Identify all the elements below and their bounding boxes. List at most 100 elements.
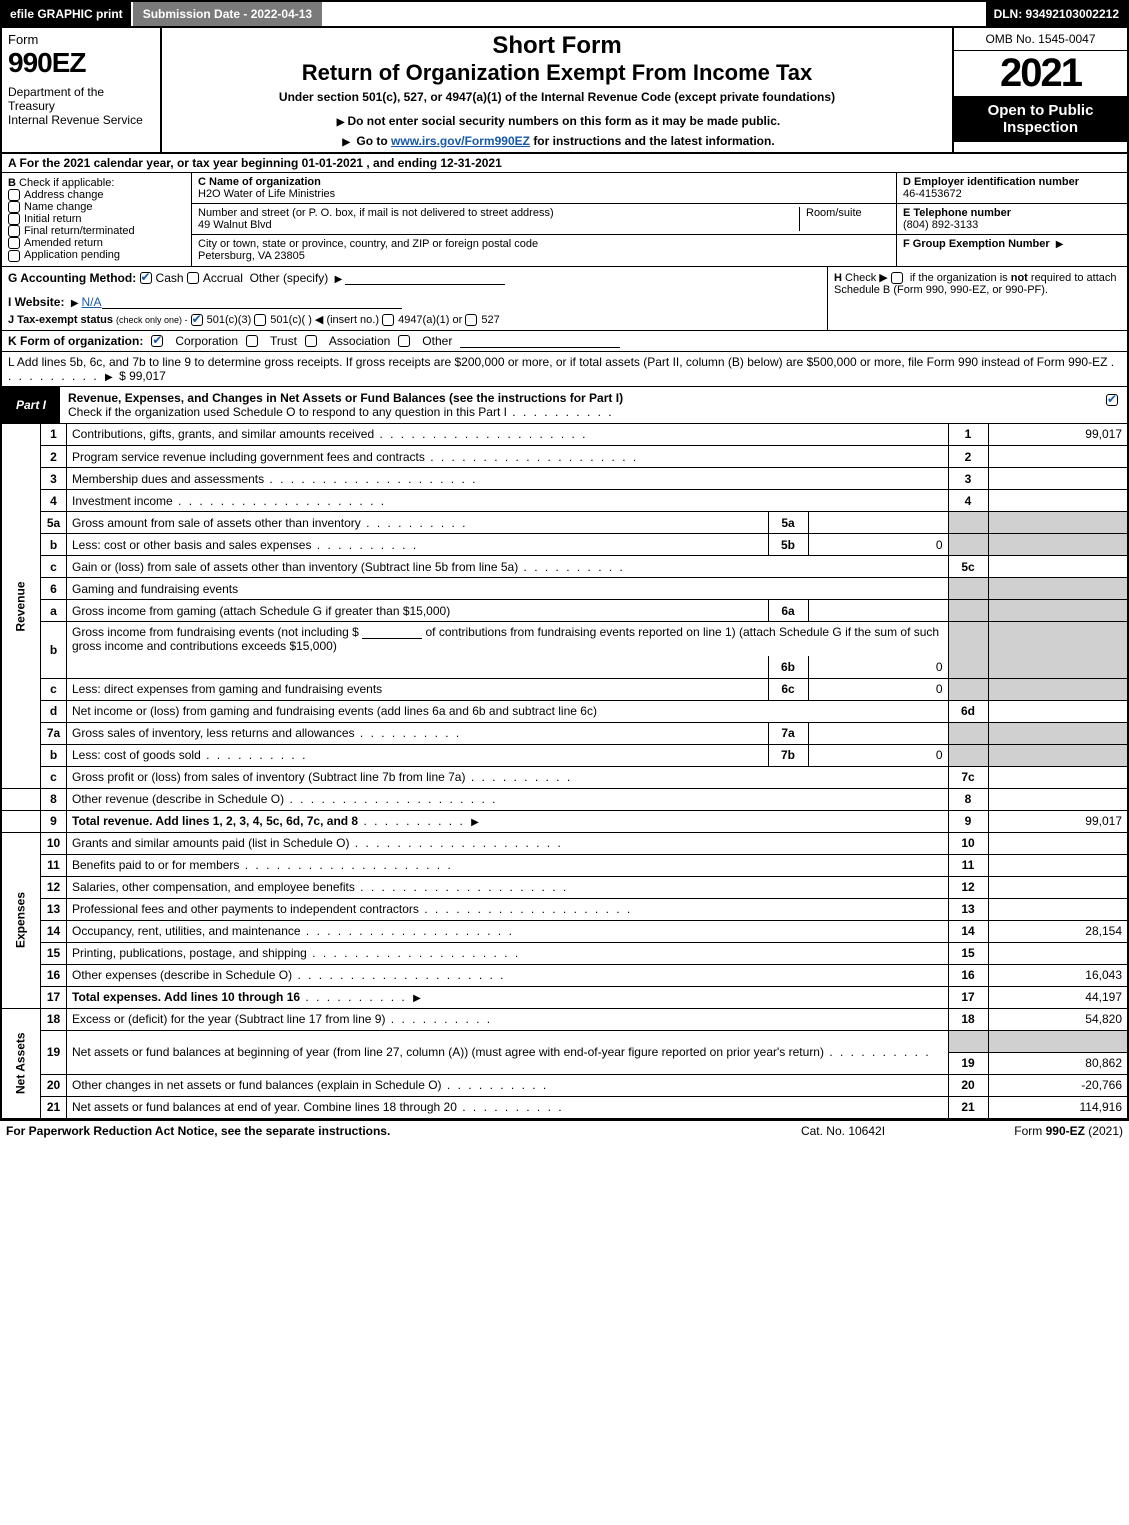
line-4-val xyxy=(988,490,1128,512)
application-pending-checkbox[interactable] xyxy=(8,250,20,262)
line-7a-mainln xyxy=(948,722,988,744)
line-7b-no: b xyxy=(41,744,67,766)
line-5a-desc: Gross amount from sale of assets other t… xyxy=(67,512,769,534)
city-value: Petersburg, VA 23805 xyxy=(198,250,305,262)
line-17-no: 17 xyxy=(41,986,67,1008)
line-20-val: -20,766 xyxy=(988,1074,1128,1096)
c-street-cell: Number and street (or P. O. box, if mail… xyxy=(192,204,896,235)
line-15-val xyxy=(988,942,1128,964)
line-6b-sub: 6b xyxy=(768,656,808,678)
501c3-checkbox[interactable] xyxy=(191,314,203,326)
header-center: Short Form Return of Organization Exempt… xyxy=(162,28,952,152)
efile-print-button[interactable]: efile GRAPHIC print xyxy=(2,2,133,26)
street-label: Number and street (or P. O. box, if mail… xyxy=(198,207,554,219)
line-5a-mainln xyxy=(948,512,988,534)
line-15-text: Printing, publications, postage, and shi… xyxy=(72,946,520,960)
accrual-checkbox[interactable] xyxy=(187,272,199,284)
501c-checkbox[interactable] xyxy=(254,314,266,326)
do-not-text: Do not enter social security numbers on … xyxy=(347,114,780,128)
part1-check-line: Check if the organization used Schedule … xyxy=(68,405,1093,419)
e-tel-cell: E Telephone number (804) 892-3133 xyxy=(897,204,1127,235)
line-7b-sub: 7b xyxy=(768,744,808,766)
part1-header: Part I Revenue, Expenses, and Changes in… xyxy=(0,387,1129,424)
amended-return-checkbox[interactable] xyxy=(8,237,20,249)
line-18-key: 18 xyxy=(948,1008,988,1030)
return-title: Return of Organization Exempt From Incom… xyxy=(168,60,946,86)
line-5b-desc: Less: cost or other basis and sales expe… xyxy=(67,534,769,556)
schedule-o-checkbox[interactable] xyxy=(1106,394,1118,406)
line-5b-mainln xyxy=(948,534,988,556)
line-6d-key: 6d xyxy=(948,700,988,722)
irs-link[interactable]: www.irs.gov/Form990EZ xyxy=(391,134,530,148)
other-specify-field[interactable] xyxy=(345,271,505,285)
line-7a-desc: Gross sales of inventory, less returns a… xyxy=(67,722,769,744)
schedule-b-checkbox[interactable] xyxy=(891,272,903,284)
line-18-val: 54,820 xyxy=(988,1008,1128,1030)
association-checkbox[interactable] xyxy=(305,335,317,347)
line-4-no: 4 xyxy=(41,490,67,512)
line-19-text: Net assets or fund balances at beginning… xyxy=(72,1045,931,1059)
line-5b-mainval xyxy=(988,534,1128,556)
address-change-checkbox[interactable] xyxy=(8,189,20,201)
open-to-public: Open to Public Inspection xyxy=(954,96,1127,142)
part1-checkbox-cell xyxy=(1101,387,1127,423)
ein-label: D Employer identification number xyxy=(903,176,1079,188)
line-8-no: 8 xyxy=(41,788,67,810)
corporation-checkbox[interactable] xyxy=(151,335,163,347)
expenses-side-label: Expenses xyxy=(1,832,41,1008)
line-5a-sub: 5a xyxy=(768,512,808,534)
name-change-checkbox[interactable] xyxy=(8,201,20,213)
line-7b-subval: 0 xyxy=(808,744,948,766)
line-9-val: 99,017 xyxy=(988,810,1128,832)
line-6c-subval: 0 xyxy=(808,678,948,700)
goto-pre: Go to xyxy=(356,134,391,148)
line-10-text: Grants and similar amounts paid (list in… xyxy=(72,836,563,850)
opt-address-change: Address change xyxy=(24,189,104,201)
line-6b-mainln xyxy=(948,622,988,679)
line-21-key: 21 xyxy=(948,1096,988,1118)
line-11-text: Benefits paid to or for members xyxy=(72,858,453,872)
page-footer: For Paperwork Reduction Act Notice, see … xyxy=(0,1119,1129,1141)
website-link[interactable]: N/A xyxy=(82,295,102,309)
footer-form-pre: Form xyxy=(1014,1124,1045,1138)
501c-label: 501(c)( ) xyxy=(270,314,312,326)
line-1-desc: Contributions, gifts, grants, and simila… xyxy=(67,424,949,446)
line-6a-sub: 6a xyxy=(768,600,808,622)
c-name-cell: C Name of organization H2O Water of Life… xyxy=(192,173,896,204)
line-17-val: 44,197 xyxy=(988,986,1128,1008)
other-org-checkbox[interactable] xyxy=(398,335,410,347)
line-21-no: 21 xyxy=(41,1096,67,1118)
line-5b-sub: 5b xyxy=(768,534,808,556)
line-6b-amount-field[interactable] xyxy=(362,625,422,639)
final-return-checkbox[interactable] xyxy=(8,225,20,237)
line-6b-text1: Gross income from fundraising events (no… xyxy=(72,625,359,639)
cash-checkbox[interactable] xyxy=(140,272,152,284)
line-11-no: 11 xyxy=(41,854,67,876)
line-6a-desc: Gross income from gaming (attach Schedul… xyxy=(67,600,769,622)
b-check-label: Check if applicable: xyxy=(19,177,114,189)
line-14-no: 14 xyxy=(41,920,67,942)
line-21-text: Net assets or fund balances at end of ye… xyxy=(72,1100,564,1114)
line-5a-mainval xyxy=(988,512,1128,534)
other-org-field[interactable] xyxy=(460,334,620,348)
line-21-val: 114,916 xyxy=(988,1096,1128,1118)
line-6d-no: d xyxy=(41,700,67,722)
line-16-key: 16 xyxy=(948,964,988,986)
g-label: G Accounting Method: xyxy=(8,271,136,285)
k-label: K Form of organization: xyxy=(8,334,143,348)
section-bcdef: B Check if applicable: Address change Na… xyxy=(0,173,1129,267)
line-20-key: 20 xyxy=(948,1074,988,1096)
line-7c-text: Gross profit or (loss) from sales of inv… xyxy=(72,770,572,784)
line-17-key: 17 xyxy=(948,986,988,1008)
line-5c-key: 5c xyxy=(948,556,988,578)
527-checkbox[interactable] xyxy=(465,314,477,326)
line-10-no: 10 xyxy=(41,832,67,854)
initial-return-checkbox[interactable] xyxy=(8,213,20,225)
line-12-text: Salaries, other compensation, and employ… xyxy=(72,880,568,894)
4947-checkbox[interactable] xyxy=(382,314,394,326)
line-9-text: Total revenue. Add lines 1, 2, 3, 4, 5c,… xyxy=(72,814,358,828)
trust-checkbox[interactable] xyxy=(246,335,258,347)
line-13-desc: Professional fees and other payments to … xyxy=(67,898,949,920)
footer-left: For Paperwork Reduction Act Notice, see … xyxy=(6,1124,743,1138)
department-label: Department of the Treasury Internal Reve… xyxy=(8,85,154,127)
